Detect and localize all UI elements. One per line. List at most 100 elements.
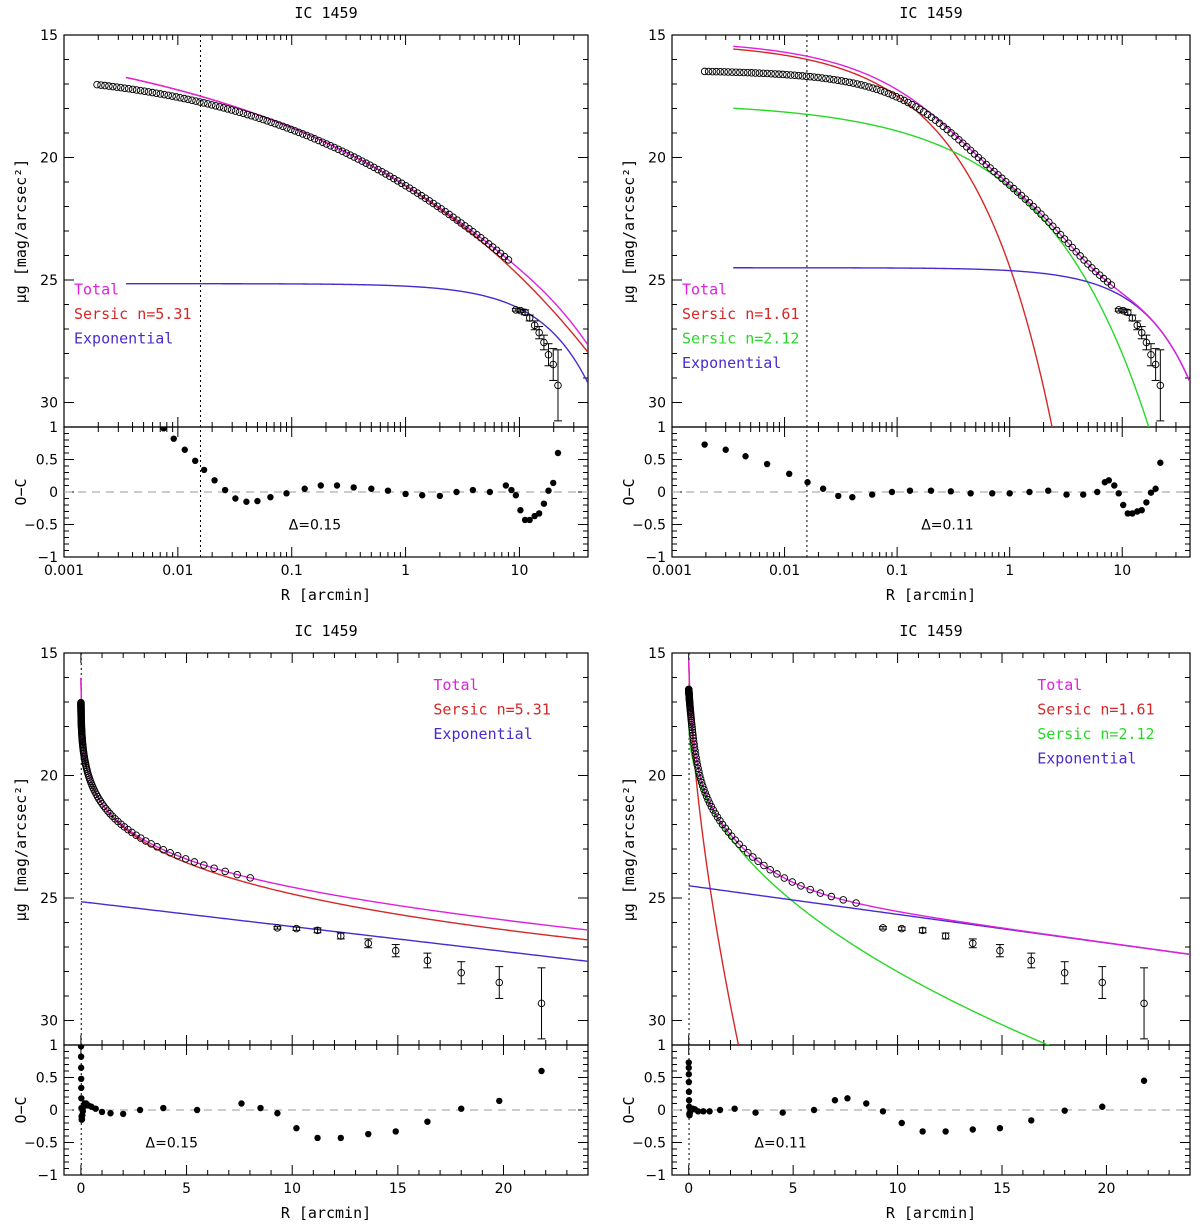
residual-point: [486, 488, 494, 496]
data-point: [166, 849, 174, 857]
res-tick-label: −0.5: [24, 518, 58, 534]
residual-point: [453, 488, 460, 496]
residual-point: [731, 1105, 738, 1112]
residual-point: [969, 1126, 976, 1133]
x-tick-label: 1: [401, 563, 410, 579]
data-point: [391, 946, 400, 955]
data-point: [346, 151, 354, 159]
residual-point: [419, 492, 426, 499]
data-point: [243, 110, 252, 119]
data-point: [749, 853, 757, 861]
residual-point: [119, 1110, 127, 1118]
legend-entry: Sersic n=1.61: [682, 305, 799, 323]
data-point: [1124, 308, 1132, 317]
data-point: [287, 125, 295, 134]
data-point: [342, 149, 351, 157]
residual-point: [257, 1104, 264, 1112]
data-point: [1142, 338, 1151, 347]
data-point: [172, 93, 180, 101]
data-point: [211, 102, 220, 110]
residual-point: [879, 1108, 887, 1115]
observed-points: [77, 698, 546, 1040]
residual-point: [863, 1100, 870, 1107]
chart-title: IC 1459: [899, 4, 962, 22]
residual-point: [221, 486, 229, 494]
data-point: [755, 69, 764, 77]
data-point: [716, 68, 725, 76]
data-point: [334, 145, 343, 154]
data-point: [495, 978, 504, 987]
data-point: [816, 889, 825, 897]
data-point: [827, 892, 836, 901]
res-tick-label: 1: [657, 420, 666, 436]
residual-point: [706, 1108, 713, 1115]
residual-axis-label: O−C: [12, 1096, 30, 1123]
x-axis-label: R [arcmin]: [281, 586, 371, 604]
residual-point: [996, 1125, 1004, 1132]
residual-point: [1111, 482, 1118, 489]
residual-point: [685, 1059, 692, 1066]
residual-point: [1138, 507, 1145, 514]
data-point: [697, 778, 706, 787]
data-point: [773, 870, 781, 878]
residual-point: [1129, 510, 1136, 517]
data-point: [853, 80, 861, 88]
data-point: [698, 782, 707, 790]
residual-point: [1147, 489, 1155, 496]
data-point: [802, 72, 811, 81]
data-point: [204, 100, 212, 108]
x-tick-label: 15: [389, 1181, 407, 1197]
sersic-curve-2: [688, 722, 1050, 1045]
data-point: [554, 381, 562, 390]
y-tick-label: 15: [648, 646, 666, 662]
data-point: [701, 789, 709, 797]
panel-bottom-right-linear: IC 1459 15 20 25 30 1 0.5 0 −0.5 −1 0 5 10 15 20 R [arc…: [620, 622, 1191, 1222]
x-axis-label: R [arcmin]: [886, 1204, 976, 1222]
data-point: [1119, 306, 1127, 315]
data-point: [896, 94, 904, 103]
residual-point: [1028, 1117, 1035, 1124]
residual-point: [402, 490, 409, 498]
data-point: [771, 70, 779, 78]
data-point: [1128, 314, 1137, 322]
data-point: [521, 308, 529, 317]
residual-point: [1115, 490, 1122, 497]
residual-point: [752, 1109, 759, 1116]
residual-point: [554, 449, 562, 457]
exponential-curve: [733, 267, 1190, 383]
residual-point: [989, 490, 996, 497]
data-point: [231, 107, 240, 115]
x-tick-label: 0: [76, 1181, 85, 1197]
x-tick-label: 0.01: [769, 563, 800, 579]
data-point: [263, 117, 271, 125]
data-point: [852, 899, 860, 907]
data-point: [1056, 230, 1065, 239]
sersic-curve-1: [80, 677, 588, 941]
data-point: [322, 140, 331, 148]
x-tick-label: 0.001: [652, 563, 692, 579]
data-point: [246, 874, 255, 882]
residual-point: [786, 470, 793, 477]
residual-point: [160, 427, 167, 432]
data-point: [743, 68, 752, 77]
data-point: [200, 861, 208, 869]
data-point: [841, 77, 850, 86]
data-point: [113, 83, 121, 91]
data-point: [1072, 248, 1080, 256]
data-point: [837, 77, 846, 85]
data-point: [1068, 243, 1077, 252]
data-point: [857, 81, 865, 89]
residual-point: [368, 485, 375, 492]
data-point: [728, 68, 736, 76]
data-point: [235, 108, 244, 116]
data-point: [916, 105, 924, 114]
residual-point: [496, 1097, 503, 1105]
data-point: [530, 321, 539, 330]
data-point: [708, 67, 717, 76]
observed-points: [685, 685, 1149, 1040]
data-point: [101, 81, 109, 90]
data-point: [108, 812, 117, 821]
data-point: [124, 825, 132, 834]
data-point: [720, 68, 728, 76]
residual-point: [502, 482, 510, 489]
